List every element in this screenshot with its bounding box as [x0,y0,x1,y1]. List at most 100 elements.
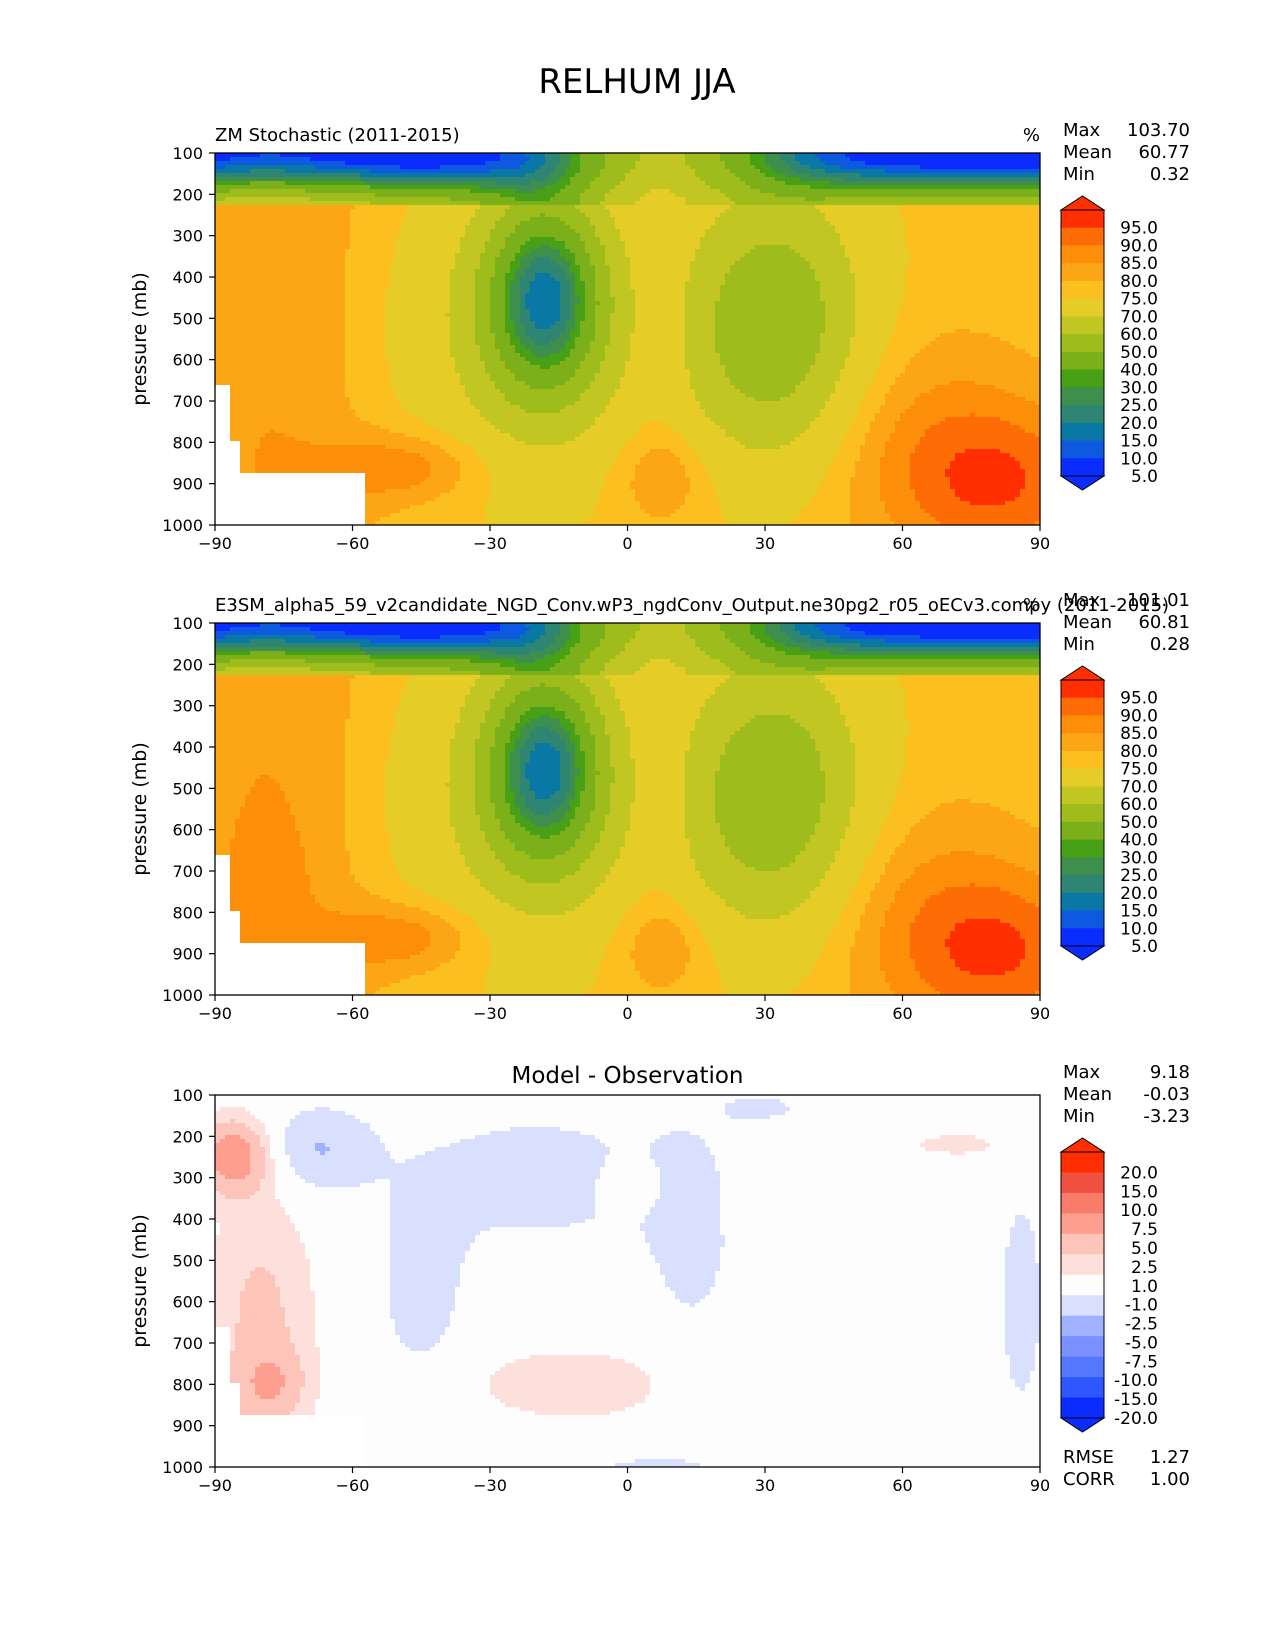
colorbar-label: 60.0 [1120,325,1158,345]
stat-label: Min [1063,634,1095,655]
y-tick-label: 400 [172,268,203,287]
stat-label: Mean [1063,142,1112,163]
y-tick-label: 200 [172,655,203,674]
colorbar-swatch [1061,405,1104,424]
y-tick-label: 900 [172,1417,203,1436]
colorbar-swatch [1061,733,1104,752]
stat-label: Max [1063,590,1101,611]
colorbar-label: 2.5 [1131,1258,1158,1278]
x-tick-label: 30 [755,534,775,553]
y-tick-label: 900 [172,945,203,964]
y-tick-label: 700 [172,1334,203,1353]
y-tick-label: 300 [172,227,203,246]
x-tick-label: 30 [755,1004,775,1023]
y-tick-label: 800 [172,903,203,922]
colorbar-extend-top [1059,1137,1106,1153]
colorbar-swatch [1061,1397,1104,1419]
colorbar-label: 30.0 [1120,848,1158,868]
colorbar-label: 15.0 [1120,1182,1158,1202]
colorbar-swatch [1061,1192,1104,1214]
y-tick-label: 200 [172,185,203,204]
stat-value: 0.32 [1150,164,1190,185]
y-tick-label: 700 [172,862,203,881]
stat-value: 101.01 [1127,590,1190,611]
colorbar-swatch [1061,387,1104,406]
colorbar-frame [1060,679,1105,947]
x-tick-label: −90 [198,534,232,553]
x-tick-label: 60 [892,1004,912,1023]
stat-value: 103.70 [1127,120,1190,141]
x-tick-label: 90 [1030,1004,1050,1023]
colorbar-swatch [1061,280,1104,300]
colorbar-label: 20.0 [1120,884,1158,904]
colorbar-frame [1060,209,1105,477]
units-label: % [1023,125,1040,146]
colorbar-label: 10.0 [1120,449,1158,469]
y-tick-label: 1000 [162,1458,203,1477]
stat-label: Min [1063,1106,1095,1127]
units-label: % [1023,595,1040,616]
panel-1-contour-field [215,153,1041,526]
colorbar-label: 25.0 [1120,396,1158,416]
y-tick-label: 400 [172,738,203,757]
colorbar-label: 70.0 [1120,307,1158,327]
colorbar-label: 5.0 [1131,1239,1158,1259]
stat-value: -0.03 [1143,1084,1190,1105]
panel-title: E3SM_alpha5_59_v2candidate_NGD_Conv.wP3_… [215,595,1169,616]
y-tick-label: 600 [172,351,203,370]
colorbar-label: 10.0 [1120,1201,1158,1221]
colorbar-swatch [1061,697,1104,716]
x-tick-label: 0 [622,534,632,553]
y-axis-label: pressure (mb) [129,1214,151,1348]
colorbar-label: 95.0 [1120,219,1158,239]
y-tick-label: 500 [172,309,203,328]
y-tick-label: 600 [172,821,203,840]
colorbar-swatch [1061,875,1104,894]
metric-value: 1.27 [1150,1447,1190,1468]
colorbar-extend-bottom [1059,945,1106,961]
colorbar-swatch [1061,1377,1104,1399]
colorbar-label: 70.0 [1120,777,1158,797]
metric-label: CORR [1063,1469,1115,1490]
y-tick-label: 1000 [162,986,203,1005]
colorbar-swatch [1061,316,1104,335]
colorbar-swatch [1061,768,1104,787]
colorbar-extend-bottom [1059,1417,1106,1433]
y-tick-label: 800 [172,433,203,452]
colorbar-swatch [1061,804,1104,823]
colorbar-label: 5.0 [1131,937,1158,957]
colorbar-label: 20.0 [1120,1163,1158,1183]
colorbar-swatch [1061,715,1104,734]
colorbar-label: -7.5 [1125,1352,1158,1372]
colorbar-label: -15.0 [1114,1390,1158,1410]
colorbar-label: 75.0 [1120,290,1158,310]
colorbar-swatch [1061,458,1104,477]
colorbar-label: 75.0 [1120,760,1158,780]
stat-value: 9.18 [1150,1062,1190,1083]
colorbar-label: 10.0 [1120,919,1158,939]
stat-label: Mean [1063,612,1112,633]
y-tick-label: 400 [172,1210,203,1229]
colorbar-swatch [1061,245,1104,264]
x-tick-label: −30 [473,534,507,553]
colorbar-swatch [1061,351,1104,371]
y-tick-label: 100 [172,144,203,163]
colorbar-swatch [1061,210,1104,229]
colorbar-label: 95.0 [1120,689,1158,709]
stat-label: Max [1063,120,1101,141]
x-tick-label: −90 [198,1476,232,1495]
y-tick-label: 500 [172,779,203,798]
colorbar-label: 80.0 [1120,272,1158,292]
colorbar-label: 80.0 [1120,742,1158,762]
stat-label: Max [1063,1062,1101,1083]
colorbar-swatch [1061,910,1104,929]
colorbar-swatch [1061,857,1104,876]
colorbar-swatch [1061,821,1104,841]
colorbar-extend-top [1059,665,1106,681]
colorbar-swatch [1061,1213,1104,1235]
colorbar-label: 1.0 [1131,1277,1158,1297]
